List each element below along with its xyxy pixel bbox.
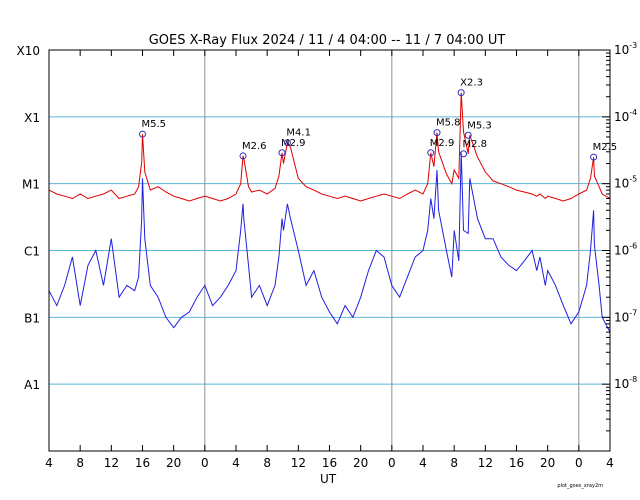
x-tick-label: 12 bbox=[104, 456, 119, 470]
flare-peak-marker bbox=[427, 149, 435, 157]
flare-peak-marker bbox=[278, 149, 286, 157]
x-tick-label: 8 bbox=[263, 456, 271, 470]
flare-peak-marker bbox=[460, 150, 468, 158]
right-axis-label: 10-8 bbox=[614, 375, 637, 391]
right-axis-label: 10-5 bbox=[614, 175, 637, 191]
class-label-c1: C1 bbox=[24, 245, 40, 259]
x-tick-label: 12 bbox=[478, 456, 493, 470]
right-axis-label: 10-6 bbox=[614, 242, 637, 258]
class-label-a1: A1 bbox=[24, 378, 40, 392]
footer-text: plot_goes_xray2m bbox=[557, 483, 603, 489]
class-label-m1: M1 bbox=[22, 178, 40, 192]
flare-label: M2.9 bbox=[430, 138, 455, 149]
flare-peak-marker bbox=[464, 131, 472, 139]
flare-peak-marker bbox=[283, 139, 291, 147]
class-label-x10: X10 bbox=[17, 44, 41, 58]
flare-label: M2.9 bbox=[281, 138, 306, 149]
grid-layer bbox=[49, 50, 610, 451]
flare-label: X2.3 bbox=[460, 78, 483, 89]
x-tick-label: 0 bbox=[201, 456, 209, 470]
right-axis-label: 10-3 bbox=[614, 41, 637, 57]
x-tick-label: 20 bbox=[353, 456, 368, 470]
right-axis-label: 10-4 bbox=[614, 108, 637, 124]
flare-label: M5.3 bbox=[467, 120, 492, 131]
right-axis-label: 10-7 bbox=[614, 308, 637, 324]
x-tick-label: 16 bbox=[322, 456, 337, 470]
axis-layer: X10 X1 M1 C1 B1 A1 4 8 12 16 20 0 4 8 12 16 20 0 4 8 12 16 20 0… bbox=[17, 41, 638, 470]
x-tick-label: 20 bbox=[540, 456, 555, 470]
flare-peak-marker bbox=[590, 153, 598, 161]
flare-peak-marker bbox=[457, 89, 465, 97]
series-layer bbox=[48, 92, 611, 333]
chart-title: GOES X-Ray Flux 2024 / 11 / 4 04:00 -- 1… bbox=[149, 33, 506, 48]
flare-label: M5.5 bbox=[142, 119, 167, 130]
plot-frame bbox=[48, 49, 611, 452]
flare-label: M2.5 bbox=[593, 142, 618, 153]
flare-peak-marker bbox=[433, 129, 441, 137]
flare-label: M5.8 bbox=[436, 118, 461, 129]
x-tick-label: 16 bbox=[135, 456, 150, 470]
x-tick-label: 8 bbox=[76, 456, 84, 470]
x-tick-label: 4 bbox=[45, 456, 53, 470]
flare-label: M2.8 bbox=[463, 139, 488, 150]
x-tick-label: 4 bbox=[232, 456, 240, 470]
short-channel-flux-line bbox=[48, 151, 611, 333]
x-tick-label: 20 bbox=[166, 456, 181, 470]
x-tick-label: 8 bbox=[450, 456, 458, 470]
x-tick-label: 12 bbox=[291, 456, 306, 470]
flare-label: M4.1 bbox=[286, 128, 311, 139]
flare-label: M2.6 bbox=[242, 141, 267, 152]
x-tick-label: 4 bbox=[606, 456, 614, 470]
x-tick-label: 4 bbox=[419, 456, 427, 470]
class-label-b1: B1 bbox=[24, 311, 40, 325]
x-axis-label: UT bbox=[320, 472, 337, 486]
x-tick-label: 16 bbox=[509, 456, 524, 470]
long-channel-flux-line bbox=[48, 92, 611, 202]
class-label-x1: X1 bbox=[24, 111, 40, 125]
x-tick-label: 0 bbox=[388, 456, 396, 470]
x-tick-label: 0 bbox=[575, 456, 583, 470]
flare-peak-marker bbox=[239, 152, 247, 160]
flare-peak-marker bbox=[139, 130, 146, 138]
flare-label-layer: M5.5M2.6 M2.9M4.1M2.9M5.8X2.3M2.8M5.3M2.5 bbox=[139, 78, 618, 161]
